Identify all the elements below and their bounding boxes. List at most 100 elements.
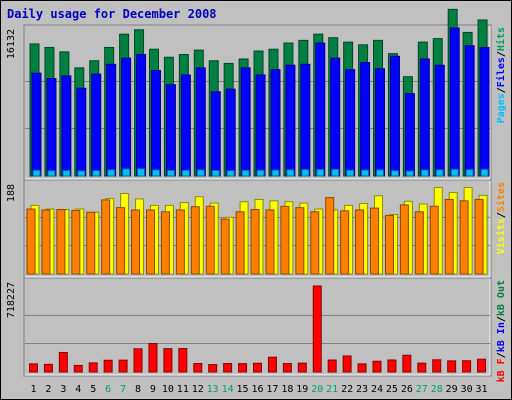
x-tick-label-day-29: 29 [446, 384, 458, 395]
x-tick-label-day-26: 26 [401, 384, 413, 395]
bar-kbytes-kb-f-day-13 [208, 364, 218, 373]
bar-visits-sites-day-11 [175, 209, 185, 275]
bar-hits-pages-day-30 [465, 169, 474, 177]
bar-visits-sites-day-19 [295, 207, 305, 275]
chart-title: Daily usage for December 2008 [7, 7, 217, 21]
bar-hits-pages-day-28 [435, 169, 444, 177]
bar-visits-sites-day-26 [399, 204, 409, 275]
bar-kbytes-kb-f-day-7 [118, 359, 128, 373]
bar-kbytes-kb-f-day-10 [163, 348, 173, 373]
bar-visits-sites-day-18 [280, 205, 290, 275]
bar-visits-sites-day-1 [26, 208, 36, 275]
bar-kbytes-kb-f-day-25 [387, 359, 397, 373]
panel-hits-max-label: 16132 [6, 29, 17, 59]
x-tick-label-day-17: 17 [266, 384, 278, 395]
bar-visits-sites-day-8 [131, 209, 141, 275]
bar-kbytes-kb-f-day-30 [462, 360, 472, 373]
bar-visits-sites-day-7 [116, 207, 126, 275]
bar-hits-pages-day-10 [166, 169, 175, 177]
x-tick-label-day-31: 31 [476, 384, 488, 395]
bar-hits-pages-day-16 [256, 169, 265, 177]
bar-kbytes-kb-f-day-22 [342, 355, 352, 373]
bar-hits-files-day-11 [180, 74, 191, 177]
panel-kbytes-max-label: 718227 [6, 282, 17, 318]
bar-kbytes-kb-f-day-18 [282, 362, 292, 373]
panel-kbytes-legend: kB F/kB In/kB Out [496, 280, 507, 382]
x-tick-label-day-27: 27 [416, 384, 428, 395]
x-tick-label-day-12: 12 [192, 384, 204, 395]
bar-hits-pages-day-21 [331, 168, 340, 177]
bar-kbytes-kb-f-day-19 [297, 362, 307, 373]
x-tick-label-day-10: 10 [162, 384, 174, 395]
panel-hits-legend: Pages/Files/Hits [495, 27, 507, 123]
bar-hits-files-day-30 [464, 45, 475, 177]
bar-kbytes-kb-f-day-3 [58, 351, 68, 373]
bar-visits-sites-day-2 [41, 209, 51, 275]
bar-visits-sites-day-27 [414, 211, 424, 275]
bar-kbytes-kb-f-day-2 [43, 363, 53, 373]
bar-hits-pages-day-13 [211, 170, 220, 177]
legend-entry: Files [495, 57, 507, 87]
bar-visits-sites-day-10 [160, 211, 170, 275]
x-tick-label-day-14: 14 [222, 384, 234, 395]
bar-kbytes-kb-f-day-29 [447, 360, 457, 373]
x-tick-label-day-2: 2 [45, 384, 51, 395]
bar-hits-files-day-5 [91, 73, 102, 177]
bar-hits-pages-day-14 [226, 170, 235, 177]
legend-entry: / [496, 352, 507, 358]
bar-hits-pages-day-7 [122, 168, 131, 177]
bar-kbytes-kb-f-day-28 [432, 359, 442, 373]
bar-visits-sites-day-9 [145, 209, 155, 275]
bar-visits-sites-day-30 [459, 200, 469, 275]
legend-entry: Sites [495, 182, 507, 212]
bar-kbytes-kb-f-day-17 [267, 356, 277, 373]
bar-hits-files-day-3 [61, 75, 72, 177]
bar-visits-sites-day-21 [325, 197, 335, 275]
x-tick-label-day-23: 23 [356, 384, 368, 395]
bar-hits-pages-day-23 [361, 169, 370, 177]
bar-hits-files-day-15 [240, 67, 251, 177]
x-tick-label-day-3: 3 [60, 384, 66, 395]
bar-visits-sites-day-29 [444, 198, 454, 275]
bar-visits-sites-day-24 [370, 207, 380, 275]
bar-hits-pages-day-9 [151, 169, 160, 177]
x-tick-label-day-16: 16 [251, 384, 263, 395]
bar-visits-sites-day-13 [205, 205, 215, 275]
x-tick-label-day-24: 24 [371, 384, 383, 395]
legend-entry: Pages [496, 93, 507, 123]
bar-visits-sites-day-14 [220, 218, 230, 275]
bar-visits-sites-day-28 [429, 205, 439, 275]
bar-visits-sites-day-4 [71, 209, 81, 275]
bar-hits-files-day-22 [345, 69, 356, 177]
x-tick-label-day-8: 8 [135, 384, 141, 395]
bar-hits-pages-day-25 [390, 170, 399, 177]
bar-hits-files-day-12 [195, 67, 206, 177]
x-tick-label-day-7: 7 [120, 384, 126, 395]
x-tick-label-day-9: 9 [150, 384, 156, 395]
bar-hits-pages-day-17 [271, 169, 280, 177]
x-tick-label-day-30: 30 [461, 384, 473, 395]
legend-entry: / [496, 87, 507, 93]
bar-hits-files-day-7 [121, 57, 132, 177]
bar-kbytes-kb-f-day-15 [238, 363, 248, 373]
bar-kbytes-kb-f-day-21 [327, 359, 337, 373]
bar-visits-sites-day-25 [384, 214, 394, 275]
bar-hits-files-day-16 [255, 74, 266, 177]
bar-hits-pages-day-5 [92, 170, 101, 177]
bar-hits-pages-day-27 [420, 169, 429, 177]
panel-kbytes-background [23, 277, 492, 377]
bar-kbytes-kb-f-day-12 [193, 362, 203, 373]
panel-visits-legend: Visits/Sites [495, 182, 507, 254]
bar-hits-files-day-8 [136, 54, 147, 177]
legend-entry: / [496, 316, 507, 322]
bar-hits-pages-day-18 [286, 169, 295, 177]
x-tick-label-day-19: 19 [296, 384, 308, 395]
bar-kbytes-kb-f-day-26 [402, 354, 412, 373]
bar-kbytes-kb-f-day-14 [223, 362, 233, 373]
bar-hits-pages-day-4 [77, 170, 86, 177]
legend-entry: kB Out [496, 280, 507, 316]
x-tick-label-day-25: 25 [386, 384, 398, 395]
bar-hits-pages-day-19 [301, 169, 310, 177]
bar-hits-pages-day-1 [32, 169, 41, 177]
